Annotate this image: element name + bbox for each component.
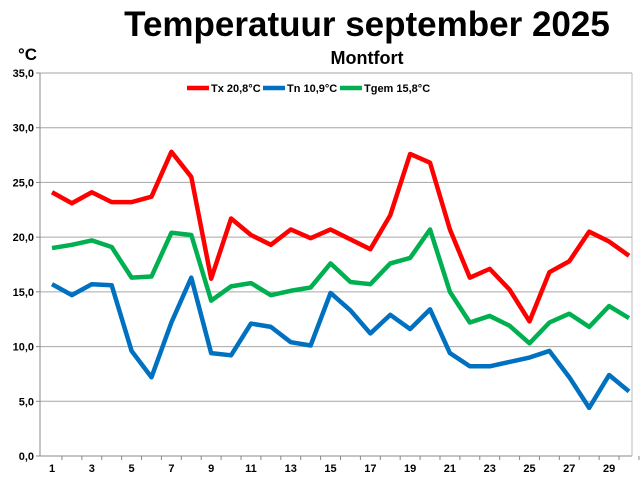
series-line — [51, 227, 631, 346]
y-axis-label: °C — [18, 45, 37, 64]
x-tick-label: 13 — [285, 463, 297, 475]
chart-title: Temperatuur september 2025 — [124, 5, 610, 44]
legend-label: Tx 20,8°C — [211, 83, 261, 95]
x-tick-label: 7 — [168, 463, 174, 475]
x-tick-label: 21 — [444, 463, 456, 475]
x-tick-label: 17 — [364, 463, 376, 475]
y-tick-label: 25,0 — [13, 177, 34, 189]
y-tick-label: 35,0 — [13, 68, 34, 80]
y-tick-label: 15,0 — [13, 287, 34, 299]
series-line — [50, 149, 631, 324]
x-tick-label: 15 — [324, 463, 336, 475]
x-tick-label: 5 — [129, 463, 135, 475]
x-tick-label: 29 — [603, 463, 615, 475]
legend-label: Tn 10,9°C — [287, 83, 337, 95]
series-line — [50, 275, 631, 411]
x-tick-label: 3 — [89, 463, 95, 475]
x-tick-label: 23 — [484, 463, 496, 475]
y-tick-label: 0,0 — [19, 451, 34, 463]
x-tick-label: 27 — [563, 463, 575, 475]
y-tick-label: 30,0 — [13, 123, 34, 135]
x-tick-label: 25 — [523, 463, 535, 475]
legend-label: Tgem 15,8°C — [364, 83, 430, 95]
y-tick-label: 5,0 — [19, 396, 34, 408]
chart-subtitle: Montfort — [331, 48, 404, 68]
y-tick-label: 20,0 — [13, 232, 34, 244]
x-tick-label: 1 — [49, 463, 55, 475]
x-tick-label: 11 — [245, 463, 257, 475]
x-tick-label: 9 — [208, 463, 214, 475]
x-tick-label: 19 — [404, 463, 416, 475]
y-tick-label: 10,0 — [13, 342, 34, 354]
